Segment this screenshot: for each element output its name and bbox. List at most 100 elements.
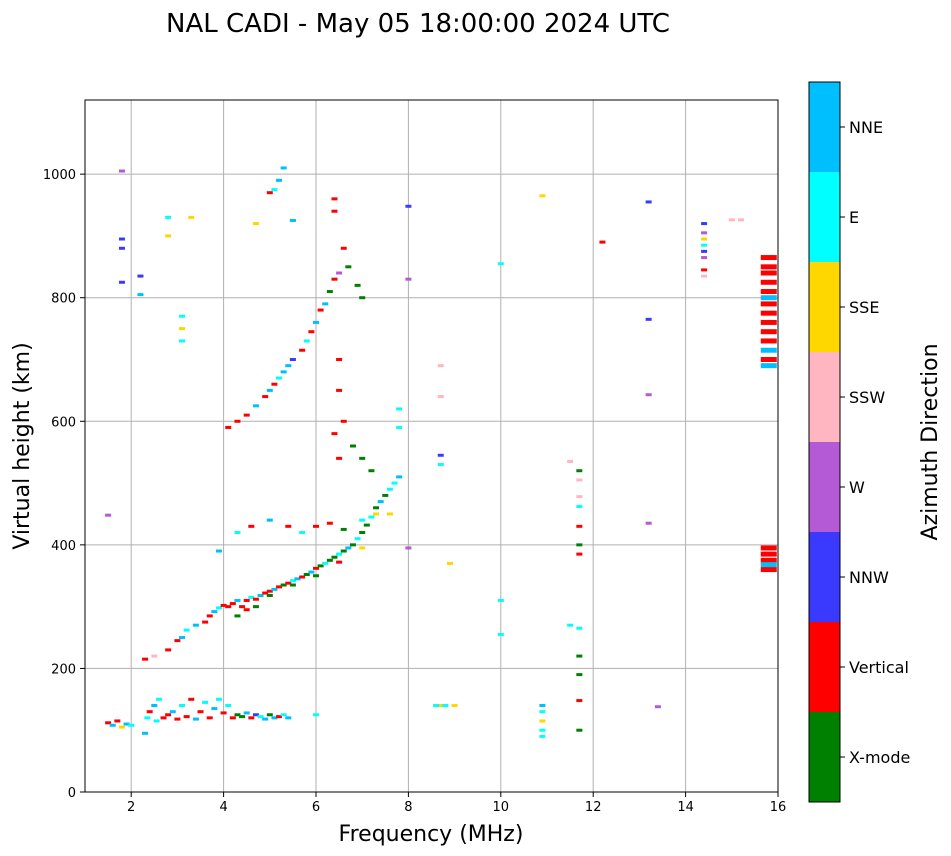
echo-point xyxy=(446,561,453,565)
echo-point xyxy=(299,348,306,352)
echo-point xyxy=(234,614,241,618)
echo-point xyxy=(248,595,255,599)
echo-point xyxy=(645,521,652,525)
colorbar-tick-label: SSW xyxy=(849,388,885,407)
echo-point xyxy=(331,277,338,281)
y-axis-label: Virtual height (km) xyxy=(10,342,35,549)
colorbar-tick-label: X-mode xyxy=(849,748,910,767)
colorbar-tick-label: Vertical xyxy=(849,658,909,677)
echo-point xyxy=(179,327,186,331)
echo-point xyxy=(760,289,777,295)
echo-point xyxy=(701,237,708,241)
echo-point xyxy=(760,562,777,568)
echo-point xyxy=(234,419,241,423)
echo-point xyxy=(188,697,195,701)
echo-point xyxy=(280,583,287,587)
x-tick-label: 12 xyxy=(585,800,602,815)
echo-point xyxy=(285,524,292,528)
y-tick-label: 0 xyxy=(68,786,76,801)
y-tick-label: 1000 xyxy=(43,168,76,183)
echo-point xyxy=(252,222,259,226)
echo-point xyxy=(239,605,246,609)
echo-point xyxy=(229,602,236,606)
echo-point xyxy=(317,308,324,312)
echo-point xyxy=(202,700,209,704)
echo-point xyxy=(183,628,190,632)
echo-point xyxy=(266,388,273,392)
echo-point xyxy=(118,725,125,729)
echo-point xyxy=(271,188,278,192)
echo-point xyxy=(206,614,213,618)
echo-point xyxy=(266,713,273,717)
echo-point xyxy=(405,204,412,208)
echo-point xyxy=(576,728,583,732)
echo-point xyxy=(271,587,278,591)
echo-point xyxy=(760,329,777,335)
y-tick-label: 400 xyxy=(51,539,76,554)
data-points xyxy=(105,166,777,738)
echo-point xyxy=(539,194,546,198)
echo-point xyxy=(497,598,504,602)
echo-point xyxy=(289,218,296,222)
echo-point xyxy=(229,716,236,720)
echo-point xyxy=(539,734,546,738)
echo-point xyxy=(701,268,708,272)
echo-point xyxy=(294,577,301,581)
echo-point xyxy=(114,719,121,723)
echo-point xyxy=(539,710,546,714)
echo-point xyxy=(128,723,135,727)
echo-point xyxy=(576,673,583,677)
echo-point xyxy=(220,711,227,715)
echo-point xyxy=(701,222,708,226)
echo-point xyxy=(234,598,241,602)
echo-point xyxy=(760,551,777,557)
echo-point xyxy=(340,419,347,423)
colorbar-tick-label: NNE xyxy=(849,118,883,137)
echo-point xyxy=(322,302,329,306)
echo-point xyxy=(368,469,375,473)
echo-point xyxy=(262,717,269,721)
echo-point xyxy=(336,388,343,392)
colorbar-tick-label: NNW xyxy=(849,568,889,587)
echo-point xyxy=(313,574,319,578)
colorbar-swatch xyxy=(809,712,840,802)
echo-point xyxy=(248,716,255,720)
echo-point xyxy=(105,513,112,517)
echo-point xyxy=(391,481,398,485)
echo-point xyxy=(331,209,338,213)
echo-point xyxy=(336,271,343,275)
echo-point xyxy=(437,453,444,457)
echo-point xyxy=(576,654,583,658)
echo-point xyxy=(252,404,259,408)
echo-point xyxy=(760,295,777,301)
echo-point xyxy=(760,310,777,316)
chart-title: NAL CADI - May 05 18:00:00 2024 UTC xyxy=(166,9,670,39)
echo-point xyxy=(183,715,190,719)
echo-point xyxy=(576,524,583,528)
echo-point xyxy=(433,704,440,707)
echo-point xyxy=(567,459,574,463)
echo-point xyxy=(576,626,583,630)
echo-point xyxy=(179,314,186,318)
x-tick-label: 6 xyxy=(312,800,320,815)
echo-point xyxy=(760,279,777,285)
y-tick-label: 200 xyxy=(51,662,76,677)
echo-point xyxy=(262,591,269,595)
echo-point xyxy=(280,713,287,717)
echo-point xyxy=(701,243,708,247)
echo-point xyxy=(252,605,259,609)
echo-point xyxy=(123,722,130,726)
echo-point xyxy=(118,246,125,250)
echo-point xyxy=(105,721,112,725)
echo-point xyxy=(153,719,160,723)
echo-point xyxy=(349,543,356,547)
echo-point xyxy=(243,608,250,612)
echo-point xyxy=(386,512,393,516)
echo-point xyxy=(760,347,777,353)
echo-point xyxy=(137,274,144,278)
echo-point xyxy=(359,546,366,550)
echo-point xyxy=(728,218,735,222)
colorbar-swatch xyxy=(809,352,840,442)
echo-point xyxy=(109,723,116,727)
